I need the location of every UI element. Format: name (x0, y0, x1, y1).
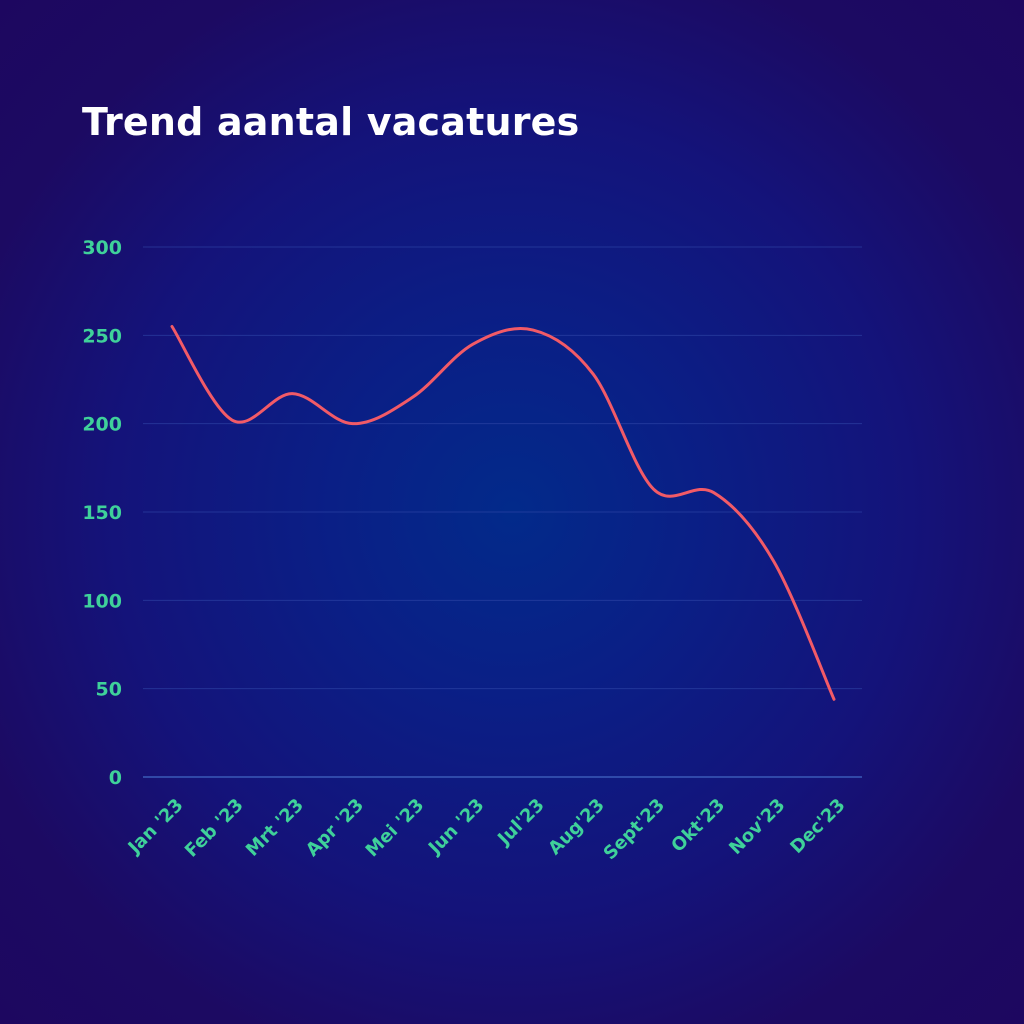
x-tick-label: Nov'23 (725, 795, 789, 859)
x-tick-label: Sept'23 (600, 795, 669, 864)
y-tick-label: 200 (82, 414, 122, 436)
x-tick-label: Mrt '23 (242, 795, 308, 861)
y-tick-label: 250 (82, 325, 122, 347)
x-tick-label: Dec'23 (786, 795, 849, 858)
x-tick-label: Mei '23 (362, 795, 429, 862)
x-tick-label: Jan '23 (123, 795, 188, 860)
gridlines (143, 246, 862, 778)
chart-title: Trend aantal vacatures (82, 100, 580, 144)
x-tick-label: Jun '23 (423, 795, 488, 860)
y-tick-label: 0 (109, 767, 122, 789)
y-axis-ticks: 0 50 100 150 200 250 300 (82, 237, 122, 789)
y-tick-label: 300 (82, 237, 122, 259)
series-line (170, 325, 836, 701)
x-tick-label: Jul'23 (493, 795, 549, 851)
y-tick-label: 50 (96, 679, 122, 701)
series-layer (170, 325, 836, 701)
x-tick-label: Apr '23 (302, 795, 368, 861)
y-tick-label: 100 (82, 590, 122, 612)
x-tick-label: Okt'23 (667, 795, 729, 857)
y-tick-label: 150 (82, 502, 122, 524)
x-tick-label: Feb '23 (181, 795, 248, 862)
